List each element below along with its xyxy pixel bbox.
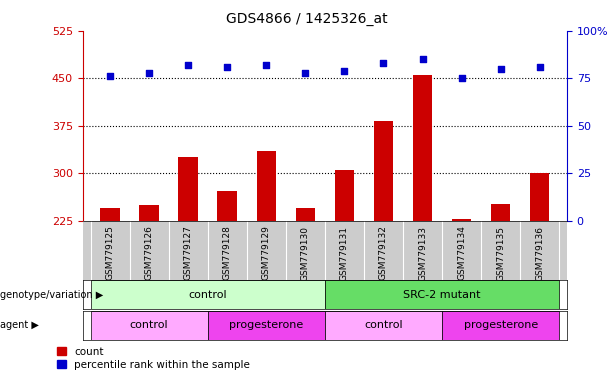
Point: [496, 66, 506, 72]
Text: GSM779127: GSM779127: [184, 225, 192, 280]
Point: [535, 64, 544, 70]
Text: GSM779125: GSM779125: [105, 225, 115, 280]
Bar: [374, 121, 393, 221]
Text: control: control: [188, 290, 227, 300]
Point: [105, 73, 115, 79]
Bar: [218, 191, 237, 221]
Point: [457, 75, 466, 81]
Bar: [257, 151, 276, 221]
Bar: [491, 204, 511, 221]
Text: GSM779136: GSM779136: [535, 225, 544, 281]
Text: genotype/variation ▶: genotype/variation ▶: [0, 290, 103, 300]
Point: [340, 68, 349, 74]
Text: agent ▶: agent ▶: [0, 320, 39, 331]
Bar: [139, 205, 159, 221]
Text: control: control: [364, 320, 403, 331]
Text: GSM779133: GSM779133: [418, 225, 427, 281]
Point: [261, 62, 271, 68]
Text: GSM779130: GSM779130: [301, 225, 310, 281]
Bar: [325, 280, 559, 309]
Bar: [178, 157, 198, 221]
Text: GSM779128: GSM779128: [223, 225, 232, 280]
Text: GSM779126: GSM779126: [145, 225, 154, 280]
Text: control: control: [130, 320, 169, 331]
Text: GSM779129: GSM779129: [262, 225, 271, 280]
Bar: [442, 311, 559, 340]
Point: [300, 70, 310, 76]
Text: GSM779135: GSM779135: [496, 225, 505, 281]
Point: [144, 70, 154, 76]
Bar: [101, 208, 120, 221]
Bar: [335, 170, 354, 221]
Bar: [452, 219, 471, 221]
Legend: count, percentile rank within the sample: count, percentile rank within the sample: [57, 347, 250, 370]
Point: [223, 64, 232, 70]
Text: GSM779131: GSM779131: [340, 225, 349, 281]
Point: [379, 60, 389, 66]
Bar: [295, 208, 315, 221]
Bar: [91, 311, 208, 340]
Text: GSM779134: GSM779134: [457, 225, 466, 280]
Bar: [208, 311, 325, 340]
Bar: [530, 173, 549, 221]
Bar: [91, 280, 325, 309]
Text: progesterone: progesterone: [229, 320, 303, 331]
Bar: [413, 75, 432, 221]
Bar: [325, 311, 442, 340]
Point: [183, 62, 193, 68]
Point: [417, 56, 427, 62]
Text: SRC-2 mutant: SRC-2 mutant: [403, 290, 481, 300]
Text: GDS4866 / 1425326_at: GDS4866 / 1425326_at: [226, 12, 387, 25]
Text: progesterone: progesterone: [463, 320, 538, 331]
Text: GSM779132: GSM779132: [379, 225, 388, 280]
